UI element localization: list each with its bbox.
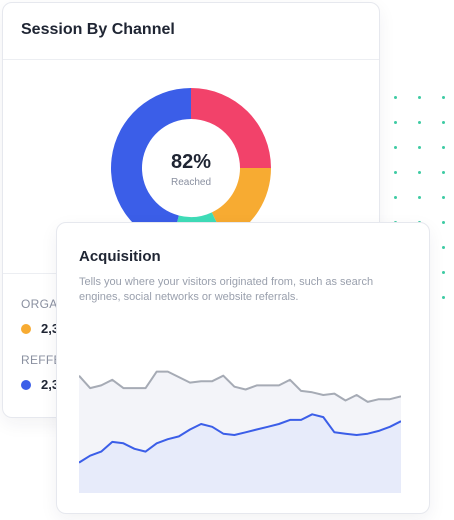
card-title: Session By Channel	[21, 21, 175, 38]
donut-segment-blue	[111, 88, 191, 246]
decorative-dot	[442, 221, 445, 224]
legend-label: ORGAN	[21, 297, 67, 311]
decorative-dot	[442, 296, 445, 299]
decorative-dot	[418, 96, 421, 99]
card-header: Session By Channel	[3, 3, 379, 60]
legend-value: 2,3	[41, 321, 60, 336]
decorative-dot	[418, 121, 421, 124]
legend-value: 2,3	[41, 377, 60, 392]
card-description: Tells you where your visitors originated…	[79, 276, 374, 303]
series-0-line	[79, 370, 401, 403]
legend-item-organic: ORGAN 2,3	[21, 297, 67, 336]
decorative-dot	[418, 196, 421, 199]
series-1-line	[79, 413, 401, 464]
series-1-area	[79, 414, 401, 493]
decorative-dot	[394, 171, 397, 174]
legend-label: REFFE	[21, 353, 62, 367]
decorative-dot	[442, 171, 445, 174]
legend-dot	[21, 323, 31, 334]
decorative-dot	[394, 196, 397, 199]
decorative-dot	[442, 196, 445, 199]
decorative-dot	[442, 146, 445, 149]
decorative-dot	[394, 146, 397, 149]
decorative-dot	[394, 96, 397, 99]
legend-item-referral: REFFE 2,3	[21, 353, 62, 392]
decorative-dot	[394, 121, 397, 124]
decorative-dot	[442, 121, 445, 124]
decorative-dot	[442, 246, 445, 249]
donut-center-label: Reached	[170, 177, 212, 188]
decorative-dot	[418, 171, 421, 174]
donut-center: 82% Reached	[110, 87, 272, 249]
acquisition-area-chart	[79, 370, 401, 493]
donut-segment-red	[191, 88, 271, 168]
decorative-dot	[442, 96, 445, 99]
donut-center-value: 82%	[170, 151, 212, 173]
decorative-dot	[418, 146, 421, 149]
decorative-dot	[442, 271, 445, 274]
card-title: Acquisition	[79, 248, 161, 265]
legend-dot	[21, 379, 31, 390]
acquisition-card: Acquisition Tells you where your visitor…	[56, 222, 430, 514]
